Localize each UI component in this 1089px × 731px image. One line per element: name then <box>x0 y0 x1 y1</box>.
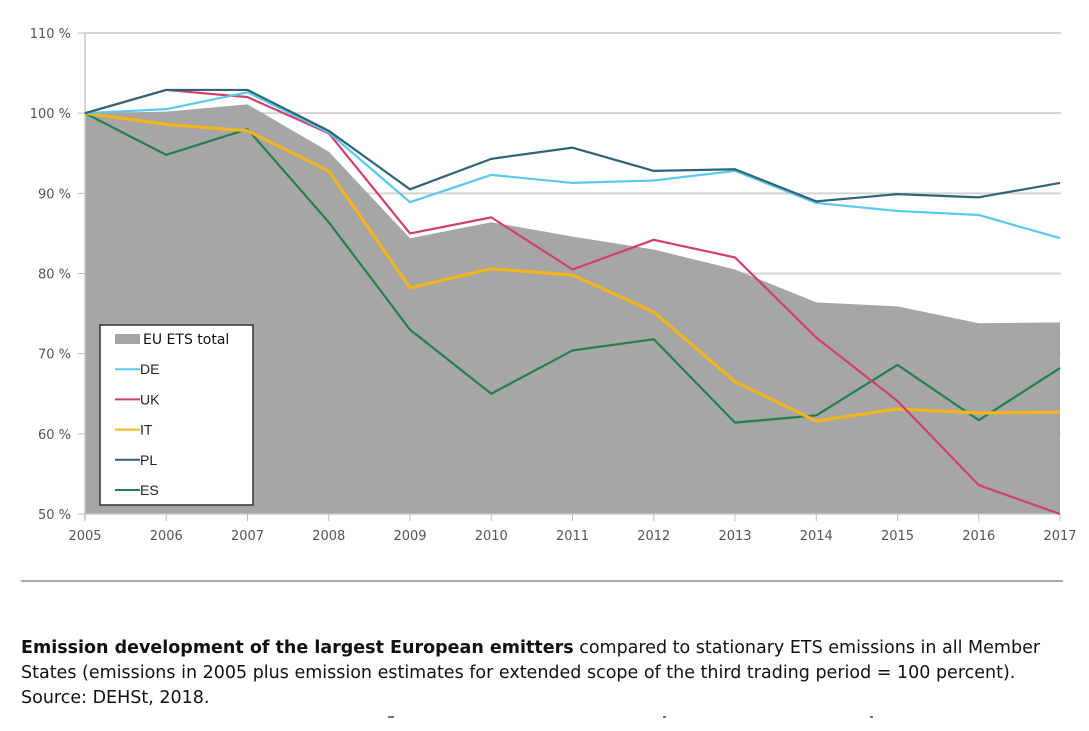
y-axis-tick-labels: 50 % 60 % 70 % 80 % 90 % 100 % 110 % <box>30 27 71 523</box>
y-tick-label: 110 % <box>30 27 71 42</box>
x-tick-label: 2011 <box>556 529 589 544</box>
x-tick-label: 2007 <box>231 529 264 544</box>
legend-label: DE <box>140 361 159 377</box>
y-tick-label: 90 % <box>38 187 71 202</box>
figure-caption: Emission development of the largest Euro… <box>21 636 1081 711</box>
x-tick-label: 2012 <box>637 529 670 544</box>
y-tick-label: 70 % <box>38 348 71 363</box>
legend-label: IT <box>140 422 153 438</box>
x-tick-label: 2010 <box>475 529 508 544</box>
y-tick-label: 50 % <box>38 508 71 523</box>
legend-label: EU ETS total <box>143 332 229 348</box>
y-tick-label: 60 % <box>38 428 71 443</box>
scan-artifact <box>870 716 873 718</box>
legend-label: ES <box>140 482 159 498</box>
x-tick-label: 2015 <box>881 529 914 544</box>
caption-line2: States (emissions in 2005 plus emission … <box>21 663 1016 683</box>
legend-box <box>99 324 254 506</box>
series-lines <box>84 88 1061 516</box>
y-tick-label: 100 % <box>30 107 71 122</box>
x-tick-label: 2006 <box>150 529 183 544</box>
eu-ets-total-area <box>85 104 1060 515</box>
x-tick-label: 2014 <box>800 529 833 544</box>
x-tick-label: 2008 <box>312 529 345 544</box>
x-tick-label: 2009 <box>393 529 426 544</box>
caption-source: Source: DEHSt, 2018. <box>21 688 210 708</box>
emissions-chart: 50 %60 %70 %80 %90 %100 %110 % 2005 2006 2… <box>30 27 1077 544</box>
x-tick-label: 2005 <box>68 529 101 544</box>
y-tick-label: 80 % <box>38 268 71 283</box>
caption-bold-title: Emission development of the largest Euro… <box>21 638 574 658</box>
separator-line <box>21 580 1063 582</box>
legend-label: UK <box>140 391 160 407</box>
x-tick-label: 2013 <box>718 529 751 544</box>
eu-ets-total-area-layer <box>85 104 1060 515</box>
legend-label: PL <box>140 452 157 468</box>
x-tick-label: 2017 <box>1043 529 1076 544</box>
scan-artifact <box>663 716 666 718</box>
legend-swatch-eu-ets-total <box>115 334 140 344</box>
scan-artifact <box>388 716 394 718</box>
legend: EU ETS total DE UK IT PL ES <box>99 324 254 506</box>
x-tick-label: 2016 <box>962 529 995 544</box>
caption-line1-rest: compared to stationary ETS emissions in … <box>573 638 1041 658</box>
x-axis-tick-labels: 2005 2006 2007 2008 2009 2010 2011 2012 2013 2014… <box>68 529 1076 544</box>
